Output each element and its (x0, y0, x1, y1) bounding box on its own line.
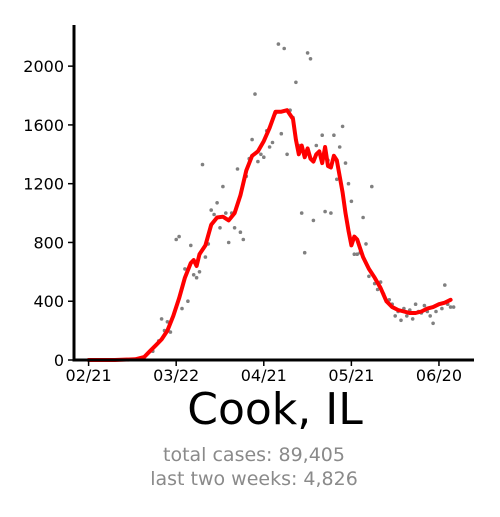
daily-point (346, 181, 351, 186)
daily-point (311, 218, 316, 223)
daily-point (253, 92, 257, 96)
daily-point (189, 243, 193, 248)
daily-point (174, 237, 178, 242)
tick-labels: 0 400 800 1200 1600 2000 02/21 03/22 04/21 05/21 0… (23, 57, 462, 385)
daily-point (224, 211, 228, 215)
daily-point (302, 250, 307, 255)
daily-point (422, 303, 427, 308)
daily-point (451, 305, 456, 309)
daily-point (434, 309, 438, 314)
daily-point (320, 133, 325, 137)
daily-point (276, 42, 281, 46)
daily-point (209, 208, 213, 212)
daily-point (448, 305, 453, 309)
daily-point (285, 152, 289, 157)
daily-point (226, 240, 231, 245)
daily-point (440, 306, 444, 311)
daily-point (443, 283, 447, 287)
daily-point (218, 226, 222, 230)
daily-point (165, 320, 170, 324)
daily-point (399, 318, 403, 323)
daily-point (256, 159, 260, 164)
daily-point (370, 184, 374, 189)
x-tick-label: 04/21 (241, 366, 287, 385)
daily-point (332, 133, 336, 137)
daily-point (197, 270, 202, 274)
daily-point (238, 230, 243, 234)
cases-chart: 0 400 800 1200 1600 2000 02/21 03/22 04/21 05/21 0… (23, 25, 474, 385)
daily-point (305, 51, 310, 55)
daily-point (343, 161, 348, 165)
daily-point (221, 184, 225, 189)
y-tick-label: 0 (54, 351, 64, 370)
cases-chart-svg: 0 400 800 1200 1600 2000 02/21 03/22 04/21 05/21 0… (23, 25, 474, 385)
daily-point (250, 137, 254, 142)
y-tick-label: 1600 (23, 116, 64, 135)
daily-point (340, 124, 345, 129)
y-tick-label: 800 (33, 233, 64, 252)
daily-point (299, 211, 304, 215)
daily-point (232, 226, 237, 230)
daily-point (355, 252, 360, 256)
daily-point (267, 145, 272, 149)
x-tick-label: 03/22 (153, 366, 199, 385)
daily-point (413, 302, 418, 307)
daily-point (212, 212, 216, 217)
daily-point (235, 167, 240, 171)
daily-point (191, 273, 196, 277)
daily-point (200, 162, 205, 167)
daily-point (203, 255, 208, 259)
daily-point (314, 143, 319, 148)
daily-point (329, 211, 333, 215)
average-line (86, 108, 453, 362)
daily-point (168, 330, 173, 334)
daily-point (183, 267, 187, 271)
daily-point (335, 177, 339, 182)
total-cases-stat: total cases: 89,405 (163, 444, 345, 466)
daily-point (337, 145, 342, 149)
daily-point (361, 215, 365, 220)
daily-point (352, 252, 357, 256)
daily-point (323, 209, 327, 214)
daily-point (294, 80, 298, 85)
daily-point (215, 201, 219, 205)
daily-point (308, 57, 313, 61)
x-tick-label: 05/21 (328, 366, 374, 385)
daily-points (151, 42, 456, 354)
region-title: Cook, IL (187, 384, 363, 435)
daily-point (262, 155, 266, 159)
daily-point (180, 306, 184, 311)
daily-point (349, 199, 354, 204)
x-tick-label: 06/20 (416, 366, 462, 385)
daily-point (279, 131, 284, 136)
recent-cases-stat: last two weeks: 4,826 (150, 468, 358, 490)
daily-point (428, 314, 433, 318)
daily-point (194, 275, 199, 280)
daily-point (410, 317, 415, 321)
y-tick-label: 2000 (23, 57, 64, 76)
average-line-layer (86, 108, 453, 362)
daily-point (393, 314, 398, 318)
axes (68, 25, 474, 366)
daily-point (375, 287, 380, 292)
daily-point (186, 299, 190, 304)
y-tick-label: 400 (33, 292, 64, 311)
daily-point (270, 140, 275, 145)
daily-point (259, 152, 263, 157)
daily-point (159, 317, 164, 321)
x-tick-label: 02/21 (66, 366, 112, 385)
daily-point (405, 314, 409, 318)
daily-point (367, 274, 371, 279)
daily-point (177, 234, 181, 239)
y-tick-label: 1200 (23, 175, 64, 194)
daily-point (241, 237, 246, 242)
daily-point (282, 46, 287, 51)
daily-point (364, 242, 368, 246)
daily-point (431, 321, 435, 326)
